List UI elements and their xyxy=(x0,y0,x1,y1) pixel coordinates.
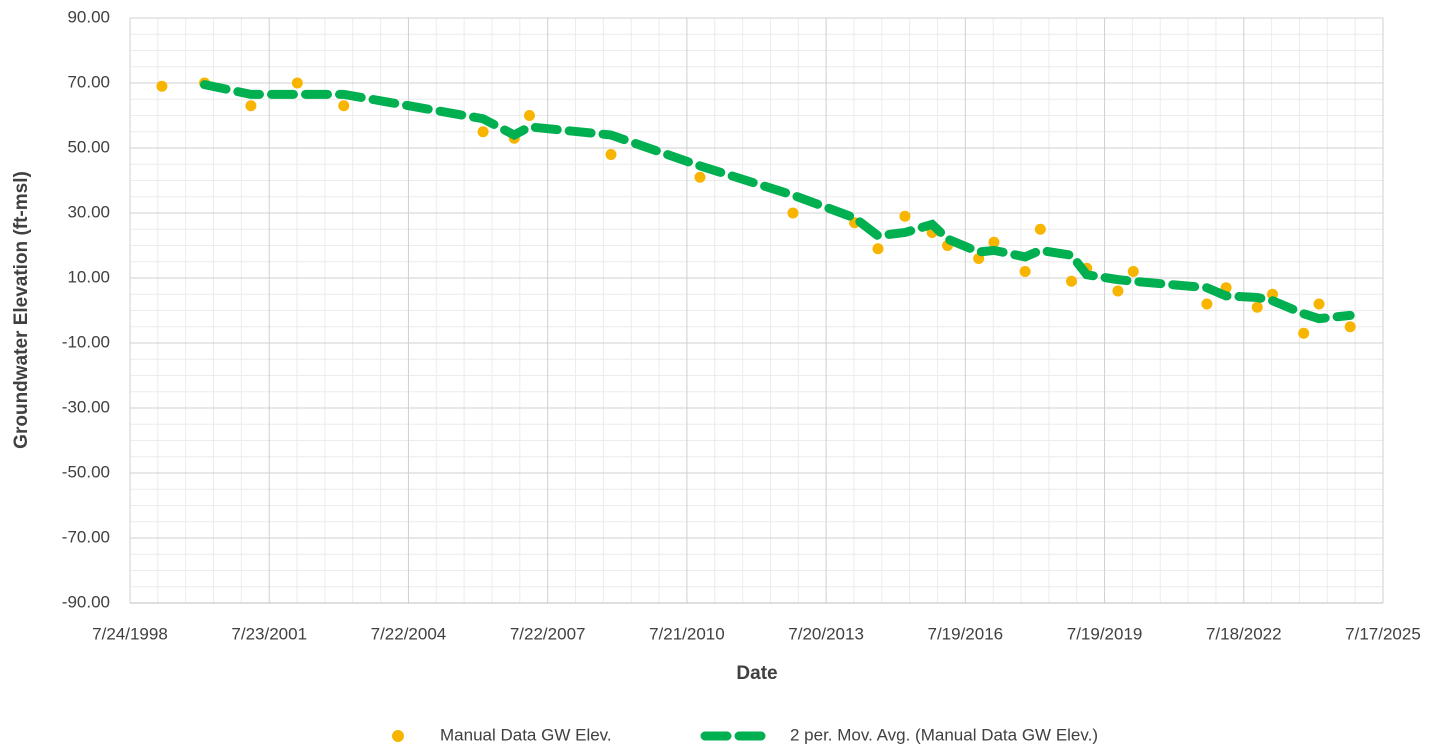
x-tick-label: 7/20/2013 xyxy=(788,624,864,643)
x-tick-label: 7/24/1998 xyxy=(92,624,168,643)
x-tick-label: 7/17/2025 xyxy=(1345,624,1421,643)
data-point xyxy=(1298,327,1310,339)
legend-label: 2 per. Mov. Avg. (Manual Data GW Elev.) xyxy=(790,725,1098,744)
x-tick-label: 7/21/2010 xyxy=(649,624,725,643)
y-tick-label: 30.00 xyxy=(67,202,110,221)
y-tick-label: -10.00 xyxy=(62,332,110,351)
x-axis-title: Date xyxy=(736,663,777,684)
y-tick-label: -70.00 xyxy=(62,527,110,546)
legend-label: Manual Data GW Elev. xyxy=(440,725,612,744)
data-point xyxy=(899,210,911,222)
data-point xyxy=(1201,298,1213,310)
y-tick-label: -30.00 xyxy=(62,397,110,416)
y-tick-label: 50.00 xyxy=(67,137,110,156)
data-point xyxy=(694,171,706,183)
moving-average-line xyxy=(200,80,1355,324)
y-tick-label: -50.00 xyxy=(62,462,110,481)
x-tick-label: 7/18/2022 xyxy=(1206,624,1282,643)
y-tick-label: -90.00 xyxy=(62,592,110,611)
data-point xyxy=(1034,223,1046,235)
data-point xyxy=(1112,285,1124,297)
x-tick-label: 7/23/2001 xyxy=(231,624,307,643)
data-point xyxy=(1065,275,1077,287)
y-tick-label: 70.00 xyxy=(67,72,110,91)
data-point xyxy=(1313,298,1325,310)
x-tick-label: 7/22/2004 xyxy=(371,624,447,643)
data-point xyxy=(291,77,303,89)
y-tick-label: 90.00 xyxy=(67,7,110,26)
data-point xyxy=(1267,288,1279,300)
data-point xyxy=(477,126,489,138)
legend-marker xyxy=(392,730,404,742)
x-tick-label: 7/22/2007 xyxy=(510,624,586,643)
data-point xyxy=(1344,321,1356,333)
data-point xyxy=(338,100,350,112)
y-axis-title: Groundwater Elevation (ft-msl) xyxy=(11,171,32,449)
data-point xyxy=(523,110,535,121)
data-point xyxy=(1019,266,1031,277)
data-point xyxy=(988,236,1000,248)
data-point xyxy=(245,100,257,112)
data-point xyxy=(1251,301,1263,313)
data-point xyxy=(156,80,168,92)
data-point xyxy=(872,243,884,255)
data-point xyxy=(1127,266,1139,277)
x-tick-label: 7/19/2016 xyxy=(928,624,1004,643)
y-tick-label: 10.00 xyxy=(67,267,110,286)
x-tick-label: 7/19/2019 xyxy=(1067,624,1143,643)
data-point xyxy=(787,207,799,219)
data-point xyxy=(605,149,617,160)
